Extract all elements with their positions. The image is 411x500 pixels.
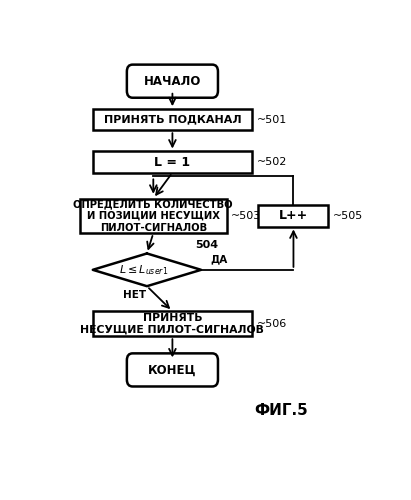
Text: $L \leq L_{user1}$: $L \leq L_{user1}$ (119, 263, 169, 276)
Text: ОПРЕДЕЛИТЬ КОЛИЧЕСТВО
И ПОЗИЦИИ НЕСУЩИХ
ПИЛОТ-СИГНАЛОВ: ОПРЕДЕЛИТЬ КОЛИЧЕСТВО И ПОЗИЦИИ НЕСУЩИХ … (74, 200, 233, 232)
Text: ~501: ~501 (257, 114, 287, 124)
Text: ~502: ~502 (257, 157, 287, 167)
Bar (80, 198, 226, 234)
Bar (93, 109, 252, 130)
Text: КОНЕЦ: КОНЕЦ (148, 364, 197, 376)
Bar (93, 311, 252, 336)
FancyBboxPatch shape (127, 354, 218, 386)
Text: ПРИНЯТЬ
НЕСУЩИЕ ПИЛОТ-СИГНАЛОВ: ПРИНЯТЬ НЕСУЩИЕ ПИЛОТ-СИГНАЛОВ (81, 313, 264, 334)
Polygon shape (93, 254, 201, 286)
FancyBboxPatch shape (127, 64, 218, 98)
Text: ПРИНЯТЬ ПОДКАНАЛ: ПРИНЯТЬ ПОДКАНАЛ (104, 114, 241, 124)
Text: ~506: ~506 (257, 318, 287, 328)
Text: L = 1: L = 1 (155, 156, 190, 168)
Text: ~503: ~503 (231, 211, 261, 221)
Text: 504: 504 (195, 240, 218, 250)
Text: ДА: ДА (210, 254, 228, 264)
Text: L++: L++ (279, 210, 308, 222)
Bar (259, 206, 328, 227)
Text: ~505: ~505 (333, 211, 363, 221)
Text: НАЧАЛО: НАЧАЛО (144, 74, 201, 88)
Text: ФИГ.5: ФИГ.5 (254, 403, 307, 418)
Text: НЕТ: НЕТ (122, 290, 146, 300)
Bar (93, 152, 252, 172)
